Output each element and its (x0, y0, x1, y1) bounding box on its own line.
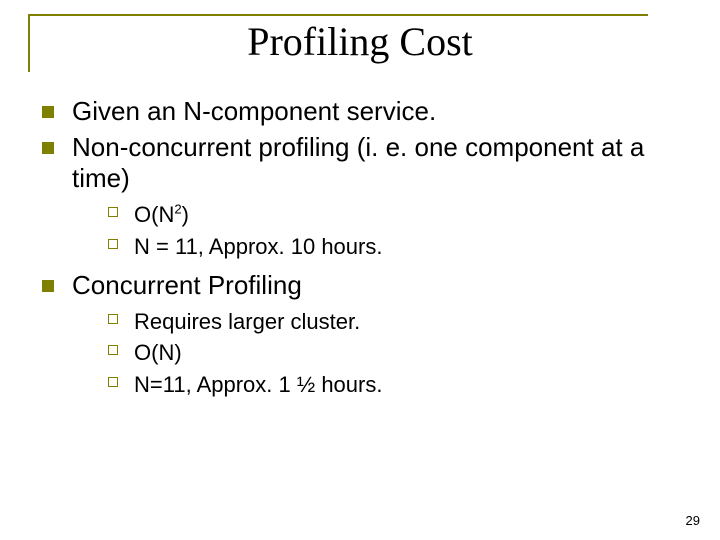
bullet-list-lvl2: O(N2) N = 11, Approx. 10 hours. (72, 201, 682, 260)
list-item: Concurrent Profiling Requires larger clu… (42, 270, 682, 398)
list-item-text: N=11, Approx. 1 ½ hours. (134, 372, 382, 397)
list-item: O(N) (108, 339, 682, 367)
list-item: Non-concurrent profiling (i. e. one comp… (42, 132, 682, 260)
list-item: N = 11, Approx. 10 hours. (108, 233, 682, 261)
slide: Profiling Cost Given an N-component serv… (0, 0, 720, 540)
list-item-text: Non-concurrent profiling (i. e. one comp… (72, 132, 644, 194)
list-item: Requires larger cluster. (108, 308, 682, 336)
list-item-text: N = 11, Approx. 10 hours. (134, 234, 382, 259)
bullet-list-lvl2: Requires larger cluster. O(N) N=11, Appr… (72, 308, 682, 399)
list-item-text: Requires larger cluster. (134, 309, 360, 334)
slide-number: 29 (686, 513, 700, 528)
text-prefix: O(N (134, 202, 174, 227)
list-item: Given an N-component service. (42, 96, 682, 128)
list-item-text: O(N) (134, 340, 182, 365)
list-item-text: Given an N-component service. (72, 96, 436, 126)
list-item: N=11, Approx. 1 ½ hours. (108, 371, 682, 399)
slide-title: Profiling Cost (0, 18, 720, 65)
superscript: 2 (174, 202, 181, 217)
title-rule-top (28, 14, 648, 16)
list-item-text: Concurrent Profiling (72, 270, 302, 300)
bullet-list-lvl1: Given an N-component service. Non-concur… (42, 96, 682, 398)
slide-body: Given an N-component service. Non-concur… (42, 96, 682, 408)
list-item: O(N2) (108, 201, 682, 229)
text-suffix: ) (182, 202, 189, 227)
list-item-text: O(N2) (134, 202, 189, 227)
